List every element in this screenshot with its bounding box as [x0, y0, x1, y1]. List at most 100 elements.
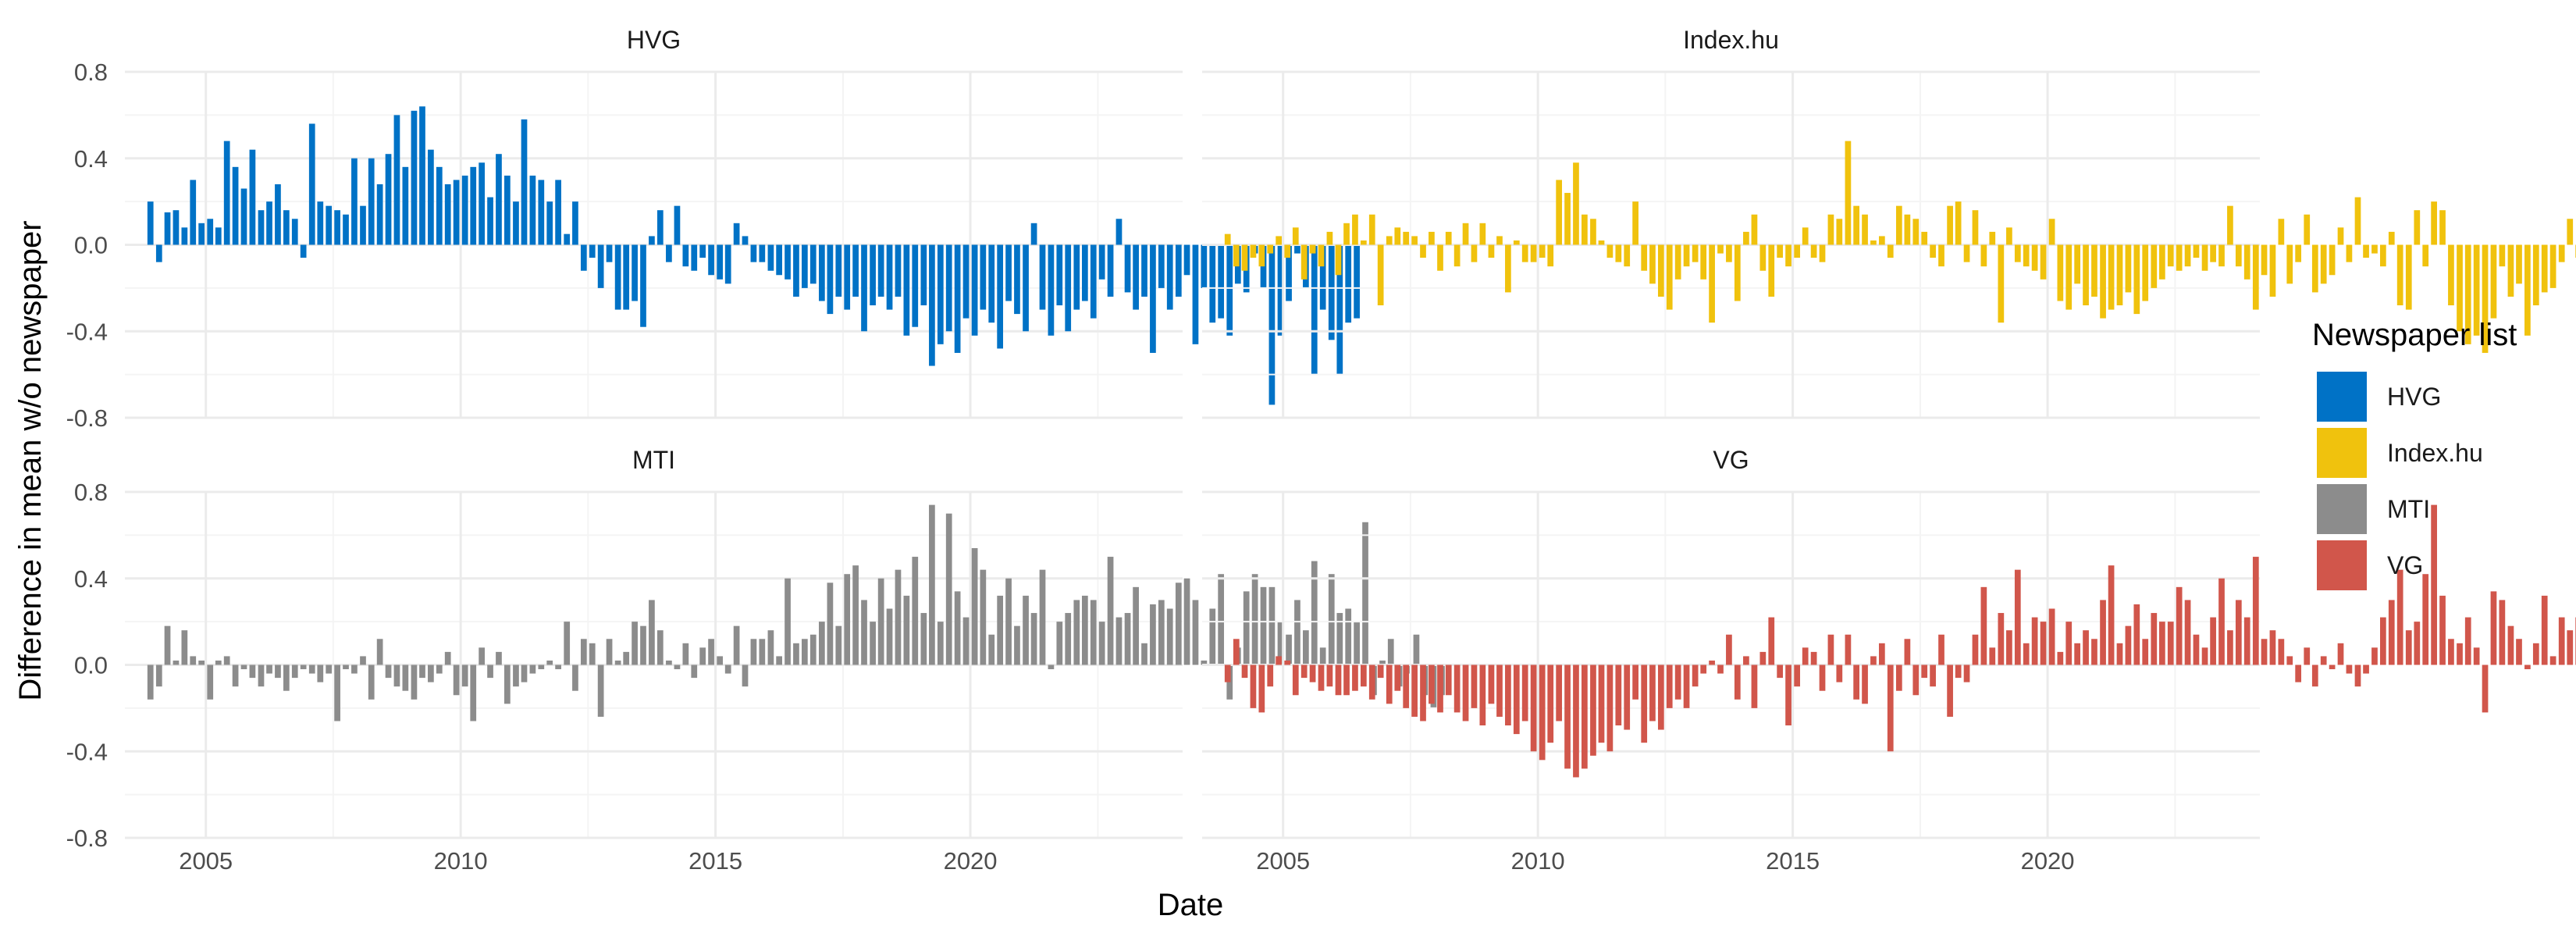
bar [937, 244, 944, 344]
bar [1166, 244, 1173, 310]
bar [1267, 244, 1274, 254]
bar [656, 210, 664, 245]
bar [1556, 180, 1563, 245]
bar [368, 664, 375, 700]
bar [1233, 639, 1240, 665]
bar [708, 639, 714, 665]
bar [1921, 664, 1928, 679]
bar [2295, 244, 2302, 262]
bar [903, 595, 910, 665]
bar [1014, 244, 1020, 315]
bar [2133, 244, 2140, 315]
bar [2151, 244, 2158, 288]
bar [1590, 664, 1596, 756]
bar [2218, 578, 2225, 665]
bar [2363, 664, 2369, 674]
bar [827, 583, 834, 665]
bar [1303, 630, 1309, 665]
bar [453, 664, 460, 696]
bar [759, 639, 766, 665]
bar [1039, 569, 1046, 665]
bar [1277, 622, 1284, 665]
y-tick-label: -0.4 [66, 318, 108, 345]
bar [2023, 643, 2030, 665]
bar [521, 119, 528, 245]
bar [1429, 664, 1435, 704]
bar [1420, 244, 1426, 258]
bar [1505, 244, 1511, 293]
bar [2337, 643, 2344, 665]
bar [1343, 223, 1350, 245]
bar [877, 244, 884, 297]
bar [1462, 664, 1469, 721]
bar [1437, 244, 1443, 271]
legend-label: HVG [2387, 383, 2441, 411]
bar [2201, 647, 2208, 665]
bar [2516, 244, 2522, 284]
bar [2329, 664, 2336, 670]
bar [886, 244, 893, 310]
bar [275, 664, 281, 679]
bar [223, 141, 230, 245]
bar [1277, 244, 1284, 336]
bar [1641, 664, 1648, 743]
bar [1726, 244, 1732, 262]
bar [461, 175, 468, 245]
x-tick-label: 2015 [688, 847, 742, 875]
legend-label: VG [2387, 551, 2423, 579]
bar [360, 656, 366, 665]
bar [529, 175, 536, 245]
bar [1166, 608, 1173, 665]
bar [632, 622, 638, 665]
bar [580, 639, 587, 665]
bar [886, 608, 893, 665]
bar [2167, 244, 2174, 267]
bar [334, 210, 340, 245]
bar [1360, 240, 1367, 245]
bar [334, 664, 340, 721]
bar [1241, 664, 1248, 679]
bar [2295, 664, 2302, 682]
bar [1453, 244, 1461, 267]
bar [852, 244, 859, 297]
legend-swatch [2317, 484, 2367, 534]
bar [1073, 600, 1080, 665]
bar [1700, 244, 1707, 280]
bar [2040, 244, 2047, 280]
bar [1692, 244, 1699, 262]
x-tick-labels: 2005 2010 2015 2020 2005 2010 2015 2020 [179, 847, 2074, 875]
bar [2490, 244, 2497, 319]
bar [2524, 244, 2531, 336]
bar [1387, 639, 1394, 665]
legend-item-index-hu: Index.hu [2317, 428, 2483, 478]
bar [1794, 244, 1801, 258]
bar [2482, 244, 2489, 353]
bar [1496, 236, 1503, 245]
bar [1311, 244, 1318, 375]
bar [1692, 664, 1699, 687]
bar [2473, 244, 2480, 336]
bar [912, 244, 919, 327]
bar [1362, 522, 1368, 665]
bar [2439, 210, 2446, 245]
bar [1717, 244, 1724, 254]
bar [1158, 244, 1165, 288]
bar [1683, 244, 1690, 267]
bar [1590, 219, 1596, 245]
bar [155, 244, 162, 262]
bar [2065, 244, 2073, 310]
bar [1462, 223, 1469, 245]
bar [937, 622, 944, 665]
bar [1377, 664, 1384, 679]
bar [1284, 244, 1291, 258]
bar [962, 244, 970, 319]
bar [291, 664, 298, 679]
bar [2499, 244, 2506, 267]
bar [699, 647, 706, 665]
bar [1141, 643, 1147, 665]
panel-hvg: HVG [125, 26, 1360, 419]
bar [1318, 244, 1325, 267]
bar [2311, 244, 2318, 293]
bar [1938, 244, 1944, 267]
bar [308, 664, 315, 674]
